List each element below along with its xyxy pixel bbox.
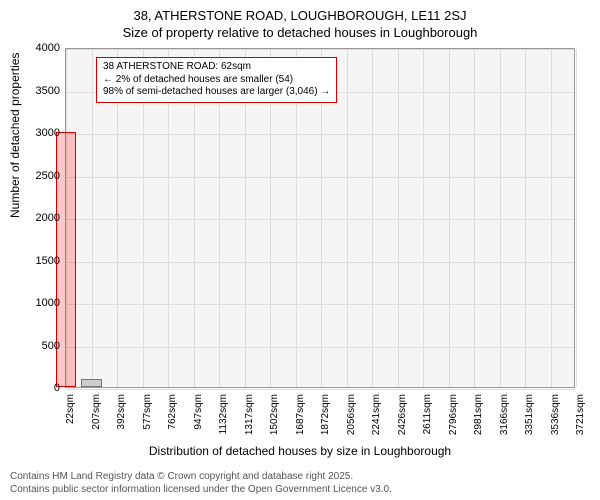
xtick-label: 1132sqm (218, 394, 229, 444)
callout-line2: ← 2% of detached houses are smaller (54) (103, 74, 330, 87)
xtick-label: 392sqm (116, 394, 127, 444)
ytick-label: 2500 (10, 170, 60, 182)
xtick-label: 207sqm (91, 394, 102, 444)
ytick-label: 2000 (10, 212, 60, 224)
grid-line-v (347, 49, 348, 387)
grid-line-v (372, 49, 373, 387)
xtick-label: 2796sqm (448, 394, 459, 444)
chart-container: 38, ATHERSTONE ROAD, LOUGHBOROUGH, LE11 … (0, 0, 600, 500)
xtick-label: 762sqm (167, 394, 178, 444)
xtick-label: 947sqm (193, 394, 204, 444)
xtick-label: 2611sqm (422, 394, 433, 444)
xtick-label: 1502sqm (269, 394, 280, 444)
x-axis-label: Distribution of detached houses by size … (0, 444, 600, 458)
xtick-label: 3166sqm (499, 394, 510, 444)
footer-attribution: Contains HM Land Registry data © Crown c… (10, 470, 392, 496)
plot-area: 38 ATHERSTONE ROAD: 62sqm ← 2% of detach… (65, 48, 575, 388)
callout-line3: 98% of semi-detached houses are larger (… (103, 86, 330, 99)
xtick-label: 1317sqm (244, 394, 255, 444)
ytick-label: 4000 (10, 42, 60, 54)
xtick-label: 1872sqm (320, 394, 331, 444)
grid-line-v (92, 49, 93, 387)
ytick-label: 1000 (10, 297, 60, 309)
grid-line-v (423, 49, 424, 387)
grid-line-h (66, 389, 574, 390)
grid-line-v (398, 49, 399, 387)
grid-line-v (576, 49, 577, 387)
xtick-label: 2981sqm (473, 394, 484, 444)
xtick-label: 3721sqm (575, 394, 586, 444)
xtick-label: 3536sqm (550, 394, 561, 444)
chart-title-main: 38, ATHERSTONE ROAD, LOUGHBOROUGH, LE11 … (0, 0, 600, 23)
grid-line-v (525, 49, 526, 387)
grid-line-v (551, 49, 552, 387)
xtick-label: 1687sqm (295, 394, 306, 444)
callout-box: 38 ATHERSTONE ROAD: 62sqm ← 2% of detach… (96, 57, 337, 103)
data-bar (81, 379, 101, 388)
grid-line-v (449, 49, 450, 387)
footer-line2: Contains public sector information licen… (10, 483, 392, 496)
footer-line1: Contains HM Land Registry data © Crown c… (10, 470, 392, 483)
ytick-label: 3500 (10, 85, 60, 97)
xtick-label: 2056sqm (346, 394, 357, 444)
xtick-label: 2426sqm (397, 394, 408, 444)
ytick-label: 3000 (10, 127, 60, 139)
ytick-label: 500 (10, 340, 60, 352)
ytick-label: 1500 (10, 255, 60, 267)
xtick-label: 577sqm (142, 394, 153, 444)
grid-line-v (474, 49, 475, 387)
xtick-label: 2241sqm (371, 394, 382, 444)
xtick-label: 22sqm (65, 394, 76, 444)
grid-line-v (500, 49, 501, 387)
callout-line1: 38 ATHERSTONE ROAD: 62sqm (103, 61, 330, 74)
chart-title-sub: Size of property relative to detached ho… (0, 23, 600, 40)
ytick-label: 0 (10, 382, 60, 394)
xtick-label: 3351sqm (524, 394, 535, 444)
